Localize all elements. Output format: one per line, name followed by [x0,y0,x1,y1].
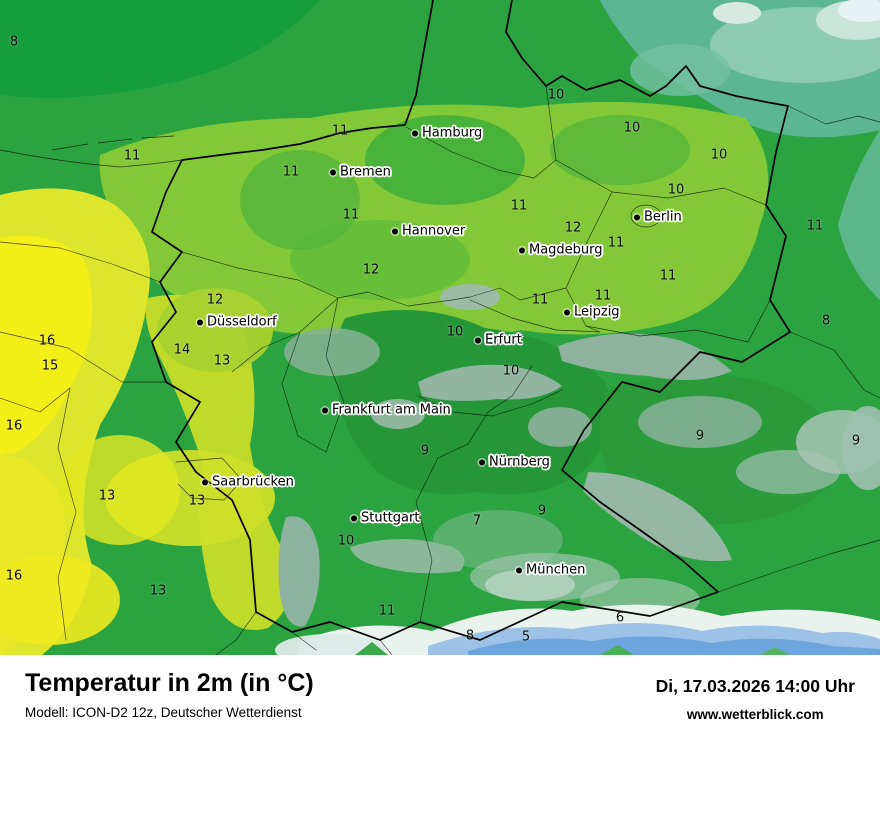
city-marker-stuttgart: Stuttgart [351,511,419,526]
city-label: Erfurt [485,332,522,348]
city-label: Hannover [402,223,466,239]
map-title: Temperatur in 2m (in °C) [25,669,314,697]
temperature-value: 11 [342,207,360,223]
city-dot-icon [351,515,357,521]
temperature-value: 12 [564,220,582,236]
temperature-value: 11 [659,268,677,284]
city-dot-icon [202,479,208,485]
map-footer: Temperatur in 2m (in °C) Modell: ICON-D2… [0,655,880,830]
temperature-value: 16 [5,418,23,434]
temperature-value: 10 [337,533,355,549]
city-dot-icon [564,309,570,315]
city-label: Berlin [644,209,682,225]
temperature-value: 8 [9,34,19,50]
city-marker-hannover: Hannover [392,224,465,239]
city-marker-hamburg: Hamburg [412,126,482,141]
city-dot-icon [519,247,525,253]
city-label: Nürnberg [489,454,550,470]
city-marker-frankfurt-am-main: Frankfurt am Main [322,403,451,418]
temperature-value: 10 [667,182,685,198]
city-dot-icon [479,459,485,465]
temperature-value: 5 [521,629,531,645]
city-label: Düsseldorf [207,314,277,330]
temperature-value: 10 [547,87,565,103]
temperature-value: 13 [188,493,206,509]
city-marker-leipzig: Leipzig [564,305,620,320]
city-label: Frankfurt am Main [332,402,451,418]
temperature-value: 10 [446,324,464,340]
city-dot-icon [330,169,336,175]
city-marker-nürnberg: Nürnberg [479,455,550,470]
temperature-value: 11 [531,292,549,308]
city-label: Saarbrücken [212,474,294,490]
valid-datetime: Di, 17.03.2026 14:00 Uhr [655,676,855,696]
temperature-map: 8 11 11 11 10 10 10 11 11 12 10 11 11 12 12 11 11 11 14 13 1… [0,0,880,655]
city-label: München [526,562,586,578]
temperature-value: 12 [206,292,224,308]
temperature-value: 11 [123,148,141,164]
city-dot-icon [634,214,640,220]
temperature-value: 16 [38,333,56,349]
temperature-value: 15 [41,358,59,374]
temperature-value: 16 [5,568,23,584]
city-label: Leipzig [574,304,620,320]
city-dot-icon [322,407,328,413]
temperature-value: 6 [615,610,625,626]
temperature-value: 11 [378,603,396,619]
city-dot-icon [412,130,418,136]
city-label: Magdeburg [529,242,603,258]
city-label: Bremen [340,164,391,180]
temperature-value: 11 [510,198,528,214]
temperature-value: 9 [851,433,861,449]
city-marker-magdeburg: Magdeburg [519,243,603,258]
temperature-value: 10 [502,363,520,379]
city-marker-berlin: Berlin [634,210,682,225]
city-marker-erfurt: Erfurt [475,333,522,348]
city-dot-icon [516,567,522,573]
state-borders [0,85,880,655]
temperature-value: 11 [594,288,612,304]
temperature-value: 13 [213,353,231,369]
footer-left: Temperatur in 2m (in °C) Modell: ICON-D2… [25,669,314,720]
temperature-value: 9 [537,503,547,519]
city-dot-icon [197,319,203,325]
city-dot-icon [392,228,398,234]
city-label: Hamburg [422,125,483,141]
map-graphic [0,0,880,655]
temperature-value: 14 [173,342,191,358]
city-label: Stuttgart [361,510,420,526]
city-marker-münchen: München [516,563,585,578]
city-markers-layer: Hamburg Bremen Hannover Berlin Magdeburg Düss… [197,126,682,578]
city-dot-icon [475,337,481,343]
germany-outline [151,0,791,641]
temperature-value: 8 [465,628,475,644]
temperature-value: 7 [472,513,482,529]
temperature-value: 11 [331,123,349,139]
temperature-value: 9 [695,428,705,444]
city-marker-saarbrücken: Saarbrücken [202,475,294,490]
temperature-value: 11 [282,164,300,180]
temperature-value: 11 [806,218,824,234]
website-url: www.wetterblick.com [686,707,824,722]
temperature-value: 12 [362,262,380,278]
temperature-value: 11 [607,235,625,251]
city-marker-düsseldorf: Düsseldorf [197,315,277,330]
temperature-value: 10 [710,147,728,163]
temperature-values-layer: 8 11 11 11 10 10 10 11 11 12 10 11 11 12 12 11 11 11 14 13 1… [5,34,861,645]
city-marker-bremen: Bremen [330,165,391,180]
temperature-value: 8 [821,313,831,329]
temperature-value: 13 [98,488,116,504]
footer-right: Di, 17.03.2026 14:00 Uhr www.wetterblick… [656,669,855,722]
model-info: Modell: ICON-D2 12z, Deutscher Wetterdie… [25,705,302,720]
temperature-value: 13 [149,583,167,599]
temperature-value: 10 [623,120,641,136]
temperature-value: 9 [420,443,430,459]
